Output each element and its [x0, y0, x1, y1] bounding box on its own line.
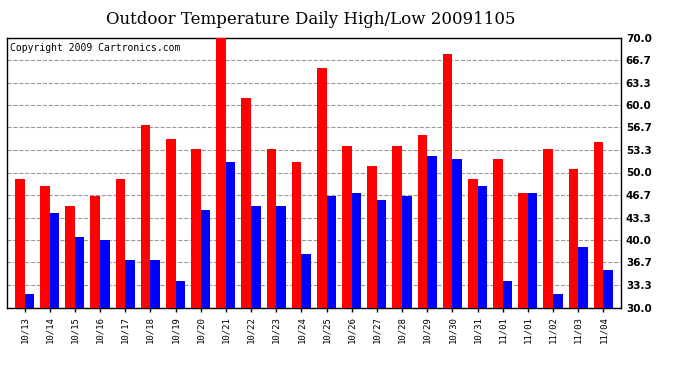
- Bar: [25, 294, 34, 375]
- Bar: [468, 179, 477, 375]
- Bar: [241, 98, 251, 375]
- Bar: [50, 213, 59, 375]
- Bar: [528, 193, 538, 375]
- Bar: [493, 159, 503, 375]
- Bar: [326, 196, 336, 375]
- Bar: [40, 186, 50, 375]
- Text: Outdoor Temperature Daily High/Low 20091105: Outdoor Temperature Daily High/Low 20091…: [106, 11, 515, 28]
- Bar: [15, 179, 25, 375]
- Bar: [150, 260, 160, 375]
- Bar: [503, 280, 512, 375]
- Bar: [518, 193, 528, 375]
- Bar: [402, 196, 412, 375]
- Bar: [116, 179, 125, 375]
- Bar: [317, 68, 326, 375]
- Bar: [191, 149, 201, 375]
- Bar: [276, 206, 286, 375]
- Bar: [453, 159, 462, 375]
- Bar: [393, 146, 402, 375]
- Bar: [292, 162, 302, 375]
- Bar: [201, 210, 210, 375]
- Bar: [302, 254, 311, 375]
- Bar: [367, 166, 377, 375]
- Bar: [603, 270, 613, 375]
- Bar: [427, 156, 437, 375]
- Bar: [90, 196, 100, 375]
- Bar: [594, 142, 603, 375]
- Bar: [553, 294, 562, 375]
- Bar: [166, 139, 175, 375]
- Bar: [544, 149, 553, 375]
- Bar: [417, 135, 427, 375]
- Bar: [569, 169, 578, 375]
- Bar: [578, 247, 588, 375]
- Bar: [125, 260, 135, 375]
- Bar: [266, 149, 276, 375]
- Bar: [352, 193, 362, 375]
- Bar: [443, 54, 453, 375]
- Bar: [477, 186, 487, 375]
- Bar: [175, 280, 185, 375]
- Bar: [66, 206, 75, 375]
- Bar: [226, 162, 235, 375]
- Bar: [141, 125, 150, 375]
- Bar: [251, 206, 261, 375]
- Bar: [100, 240, 110, 375]
- Bar: [377, 200, 386, 375]
- Bar: [216, 38, 226, 375]
- Bar: [75, 237, 84, 375]
- Bar: [342, 146, 352, 375]
- Text: Copyright 2009 Cartronics.com: Copyright 2009 Cartronics.com: [10, 43, 180, 53]
